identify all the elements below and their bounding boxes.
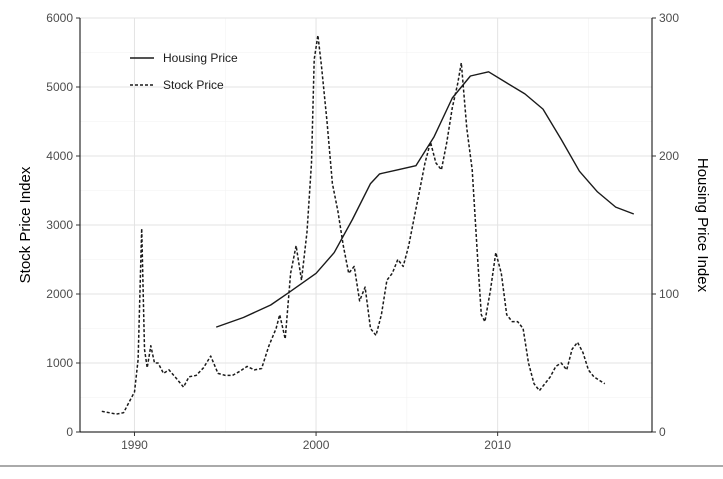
legend: Housing Price Stock Price [130,51,238,92]
series-line-stock-price [101,34,606,415]
y-tick-label-right: 200 [659,149,679,163]
y-tick-label-left: 5000 [46,80,73,94]
y-tick-label-left: 2000 [46,287,73,301]
y-axis-title-right: Housing Price Index [694,158,711,293]
x-tick-label: 2000 [303,438,330,452]
y-tick-label-left: 6000 [46,11,73,25]
axes: 0 1000 2000 3000 4000 5000 6000 0 100 200 300 1990 2… [0,11,723,467]
x-tick-label: 2010 [484,438,511,452]
legend-label: Stock Price [163,78,224,92]
y-tick-label-left: 0 [66,425,73,439]
y-tick-label-right: 100 [659,287,679,301]
series-layer [101,34,635,415]
legend-label: Housing Price [163,51,238,65]
y-tick-label-right: 0 [659,425,666,439]
y-tick-label-left: 4000 [46,149,73,163]
y-tick-label-left: 1000 [46,356,73,370]
x-tick-label: 1990 [121,438,148,452]
y-axis-title-left: Stock Price Index [17,166,34,283]
y-tick-label-left: 3000 [46,218,73,232]
y-tick-label-right: 300 [659,11,679,25]
series-line-housing-price [215,71,635,328]
